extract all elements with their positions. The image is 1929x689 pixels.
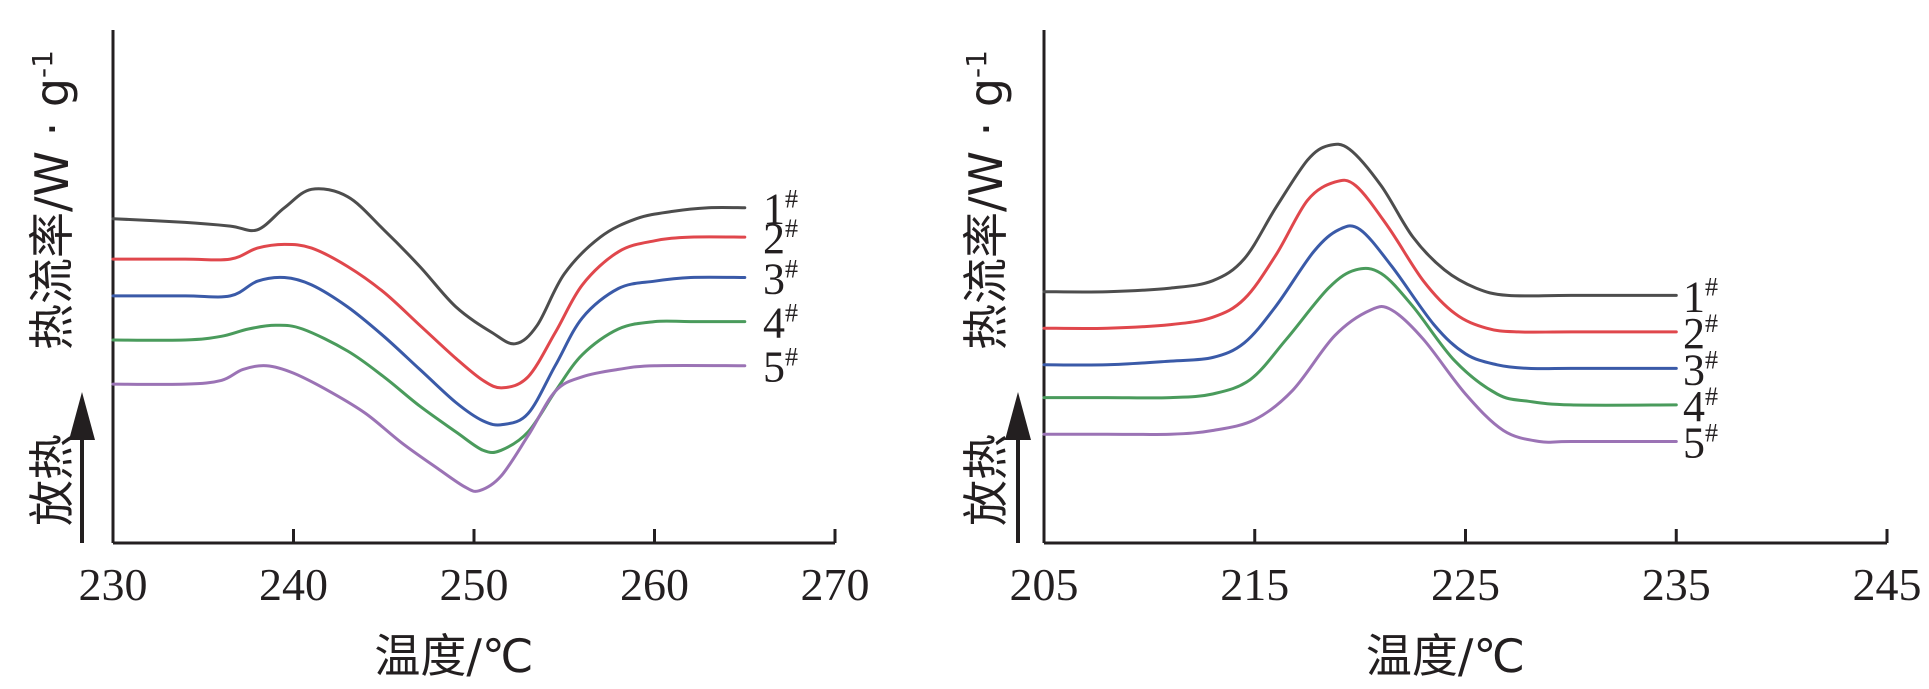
series-label-number: 1	[763, 185, 785, 234]
x-axis-title: 温度/℃	[374, 629, 533, 683]
series-line-4	[1042, 266, 1678, 407]
exotherm-label: 放热	[959, 434, 1013, 526]
series-label-3: 3#	[763, 255, 798, 304]
series-label-suffix: #	[785, 185, 798, 214]
series-label-suffix: #	[785, 299, 798, 328]
x-tick-label: 225	[1431, 559, 1500, 610]
series-label-4: 4#	[1683, 382, 1718, 431]
series-line-3	[1042, 224, 1678, 371]
series-label-number: 2	[1683, 309, 1705, 358]
series-label-number: 3	[1683, 345, 1705, 394]
series-label-suffix: #	[1705, 309, 1718, 338]
y-axis-title-superscript: -1	[960, 50, 993, 78]
x-tick-label: 215	[1220, 559, 1289, 610]
series-line-5	[111, 363, 747, 493]
series-label-5: 5#	[763, 343, 798, 392]
series-label-2: 2#	[1683, 309, 1718, 358]
series-line-5	[1042, 305, 1678, 444]
x-tick-label: 240	[259, 559, 328, 610]
series-label-suffix: #	[1705, 345, 1718, 374]
series-label-suffix: #	[785, 214, 798, 243]
series-label-5: 5#	[1683, 418, 1718, 467]
y-axis-title: 热流率/W · g-1	[959, 50, 1013, 350]
series-label-4: 4#	[763, 299, 798, 348]
series-label-suffix: #	[1705, 418, 1718, 447]
x-tick-label: 260	[620, 559, 689, 610]
x-axis-title: 温度/℃	[1366, 629, 1525, 683]
series-label-number: 4	[1683, 382, 1705, 431]
series-line-2	[111, 235, 747, 390]
y-axis-title-superscript: -1	[26, 50, 59, 78]
series-label-number: 3	[763, 255, 785, 304]
series-label-suffix: #	[785, 343, 798, 372]
series-label-3: 3#	[1683, 345, 1718, 394]
series-line-3	[111, 275, 747, 427]
series-label-1: 1#	[1683, 272, 1718, 321]
series-line-2	[1042, 178, 1678, 334]
series-label-suffix: #	[1705, 382, 1718, 411]
y-axis-title: 热流率/W · g-1	[25, 50, 79, 350]
x-tick-label: 230	[79, 559, 148, 610]
series-label-number: 4	[763, 299, 785, 348]
series-label-number: 2	[763, 214, 785, 263]
series-label-number: 1	[1683, 272, 1705, 321]
x-tick-label: 270	[801, 559, 870, 610]
y-axis-title-text: 热流率/W · g	[25, 78, 79, 350]
series-label-suffix: #	[785, 255, 798, 284]
series-label-number: 5	[1683, 418, 1705, 467]
y-axis-title-text: 热流率/W · g	[959, 78, 1013, 350]
series-label-number: 5	[763, 343, 785, 392]
series-label-suffix: #	[1705, 272, 1718, 301]
series-line-4	[111, 319, 747, 455]
x-tick-label: 250	[440, 559, 509, 610]
exotherm-label: 放热	[25, 434, 79, 526]
x-tick-label: 205	[1010, 559, 1079, 610]
exotherm-arrow-icon	[1005, 392, 1031, 440]
series-line-1	[111, 187, 747, 346]
x-tick-label: 235	[1642, 559, 1711, 610]
x-tick-label: 245	[1853, 559, 1922, 610]
series-label-2: 2#	[763, 214, 798, 263]
series-label-1: 1#	[763, 185, 798, 234]
exotherm-arrow-icon	[69, 392, 95, 440]
series-line-1	[1042, 142, 1678, 298]
